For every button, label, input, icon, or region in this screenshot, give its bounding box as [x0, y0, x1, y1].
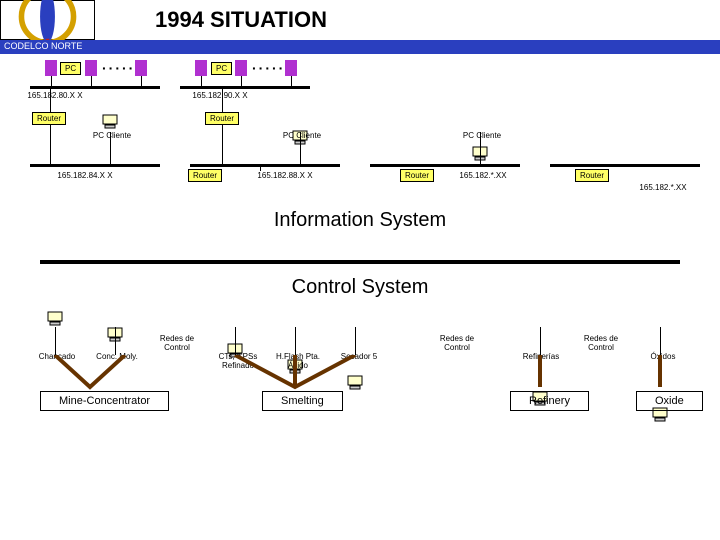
ellipsis: ·····	[252, 60, 285, 76]
org-bar: CODELCO NORTE	[0, 40, 720, 54]
pc-client-label: PC Cliente	[92, 132, 132, 141]
stem	[91, 76, 92, 86]
subnet-label: 165.182.80.X X	[20, 92, 90, 101]
redes-label: Redes de Control	[574, 335, 628, 353]
group-box: Mine-Concentrator	[40, 391, 169, 411]
group-box: Oxide	[636, 391, 703, 411]
pc-label: PC	[60, 62, 81, 75]
subnet-bar	[190, 164, 340, 167]
stem	[55, 327, 56, 355]
router-box: Router	[575, 169, 609, 182]
pc-icon	[45, 311, 65, 327]
stem	[115, 327, 116, 355]
stem	[50, 89, 51, 112]
stem	[355, 327, 356, 355]
subnet-label: 165.182.*.XX	[628, 184, 698, 193]
stem	[141, 76, 142, 86]
stem	[50, 124, 51, 164]
stem	[222, 89, 223, 112]
backbone	[510, 355, 570, 395]
logo	[0, 0, 95, 40]
node-box	[285, 60, 297, 76]
pc-label: PC	[211, 62, 232, 75]
subnet-label: 165.182.84.X X	[50, 172, 120, 181]
stem	[540, 327, 541, 355]
page-title: 1994 SITUATION	[155, 7, 327, 33]
section-title: Information System	[0, 209, 720, 232]
stem	[295, 327, 296, 355]
router-box: Router	[188, 169, 222, 182]
router-box: Router	[32, 112, 66, 125]
stem	[110, 132, 111, 164]
stem	[480, 132, 481, 164]
stem	[300, 132, 301, 164]
stem	[660, 327, 661, 355]
node-box	[85, 60, 97, 76]
org-label: CODELCO NORTE	[4, 41, 82, 51]
redes-label: Redes de Control	[150, 335, 204, 353]
node-box	[135, 60, 147, 76]
ellipsis: ·····	[102, 60, 135, 76]
subnet-label: 165.182.88.X X	[250, 172, 320, 181]
subnet-bar	[180, 86, 310, 89]
backbone	[630, 355, 690, 395]
stem	[241, 76, 242, 86]
title-bar: 1994 SITUATION	[0, 0, 720, 40]
node-box	[195, 60, 207, 76]
redes-label: Redes de Control	[430, 335, 484, 353]
node-box	[235, 60, 247, 76]
group-box: Refinery	[510, 391, 589, 411]
node-box	[45, 60, 57, 76]
stem	[235, 327, 236, 355]
pc-client-label: PC Cliente	[282, 132, 322, 141]
router-box: Router	[400, 169, 434, 182]
stem	[222, 124, 223, 164]
subnet-bar	[550, 164, 700, 167]
pc-client-label: PC Cliente	[462, 132, 502, 141]
group-box: Smelting	[262, 391, 343, 411]
stem	[291, 76, 292, 86]
subnet-label: 165.182.90.X X	[185, 92, 255, 101]
subnet-label: 165.182.*.XX	[448, 172, 518, 181]
stem	[201, 76, 202, 86]
separator	[40, 260, 680, 264]
subnet-bar	[30, 164, 160, 167]
section-title: Control System	[0, 276, 720, 299]
lower-network: Redes de Control Redes de Control Redes …	[0, 305, 720, 455]
stem	[51, 76, 52, 86]
backbone	[30, 355, 150, 395]
backbone	[210, 355, 380, 395]
pc-icon	[100, 114, 120, 130]
upper-network: PC ····· PC ····· 165.182.80.X X 165.182…	[0, 54, 720, 254]
subnet-bar	[370, 164, 520, 167]
